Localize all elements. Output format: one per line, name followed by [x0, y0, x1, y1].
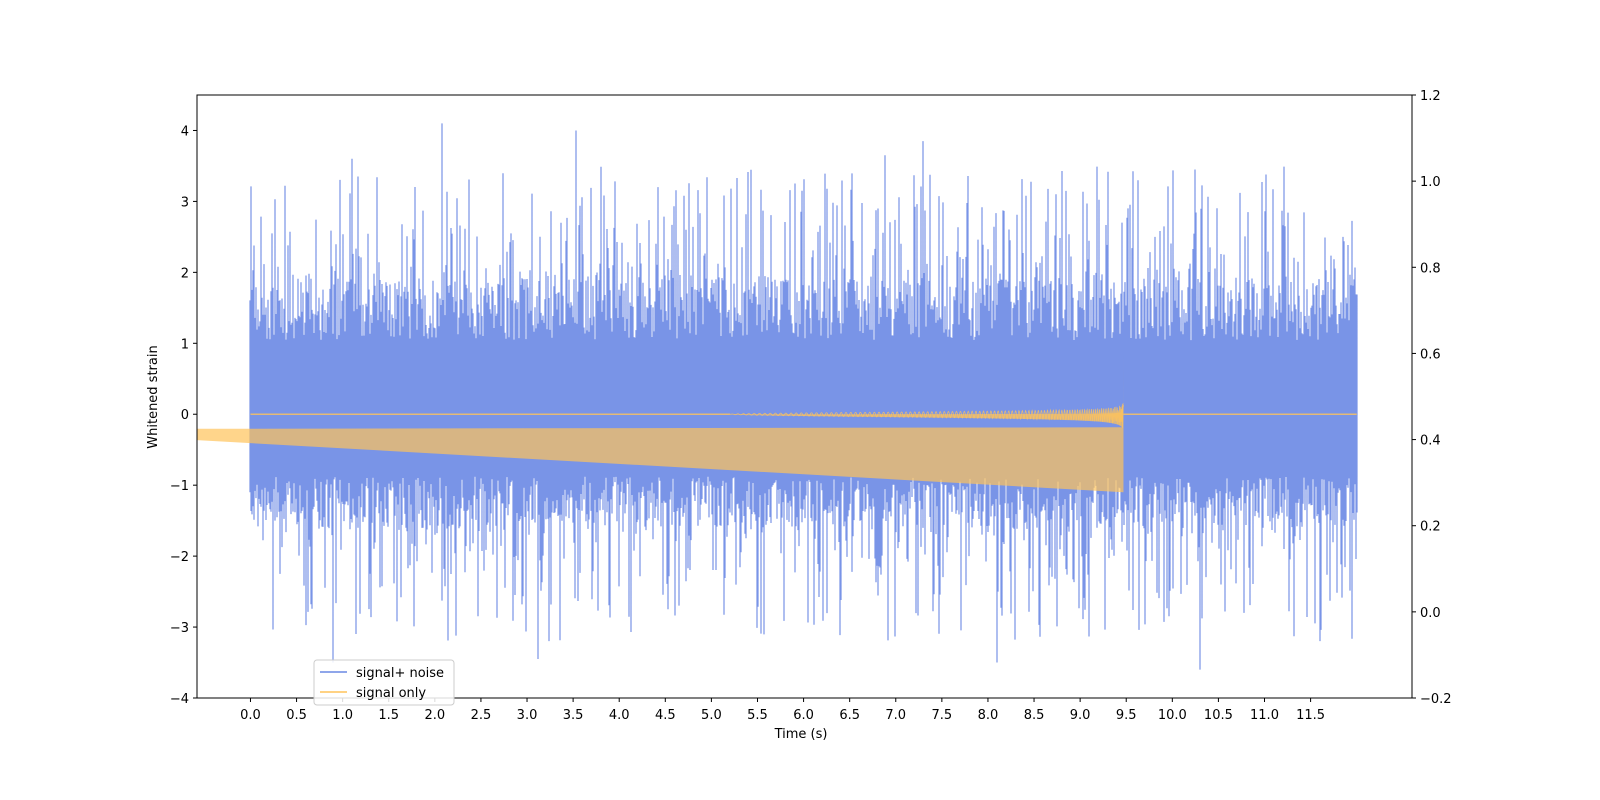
y-tick-label: −4: [170, 692, 189, 707]
x-axis: 0.0 0.5 1.0 1.5 2.0 2.5 3.0 3.5 4.0 4.5 5.0 5.5 6.0 6…: [240, 698, 1325, 723]
x-tick-label: 7.5: [932, 708, 953, 723]
x-tick-label: 9.0: [1070, 708, 1091, 723]
noise-trace: [249, 123, 1358, 670]
plot-frame: [196, 94, 1413, 699]
legend-label-signal-only: signal only: [356, 686, 426, 701]
y2-tick-label: 0.8: [1420, 261, 1441, 276]
y-tick-label: −2: [170, 550, 189, 565]
x-tick-label: 6.5: [839, 708, 860, 723]
x-axis-label: Time (s): [774, 727, 828, 742]
x-tick-label: 1.5: [378, 708, 399, 723]
x-tick-label: 2.5: [471, 708, 492, 723]
x-tick-label: 5.0: [701, 708, 722, 723]
x-tick-label: 9.5: [1116, 708, 1137, 723]
x-tick-label: 11.0: [1250, 708, 1279, 723]
x-tick-label: 6.0: [793, 708, 814, 723]
x-tick-label: 0.5: [286, 708, 307, 723]
legend-box: [313, 659, 455, 706]
signal-chirp: [728, 405, 1124, 428]
x-tick-label: 10.0: [1158, 708, 1187, 723]
x-tick-label: 4.5: [655, 708, 676, 723]
y2-tick-label: 0.6: [1420, 347, 1441, 362]
x-tick-label: 8.5: [1024, 708, 1045, 723]
y-tick-label: 2: [181, 266, 189, 281]
y2-tick-label: 1.0: [1420, 175, 1441, 190]
y-axis-label: Whitened strain: [146, 345, 161, 448]
y-tick-label: −3: [170, 621, 189, 636]
x-tick-label: 4.0: [609, 708, 630, 723]
signal-envelope: [197, 353, 1124, 493]
y-tick-label: 4: [181, 124, 189, 139]
y-axis-right: −0.2 0.0 0.2 0.4 0.6 0.8 1.0 1.2: [1412, 89, 1452, 707]
x-tick-label: 5.5: [747, 708, 768, 723]
y-tick-label: −1: [170, 479, 189, 494]
x-tick-label: 7.0: [885, 708, 906, 723]
x-tick-label: 10.5: [1204, 708, 1233, 723]
x-tick-label: 3.5: [563, 708, 584, 723]
y2-tick-label: −0.2: [1420, 692, 1452, 707]
y2-tick-label: 0.4: [1420, 434, 1441, 449]
legend: signal+ noise signal only: [313, 659, 455, 706]
series-signal-only: [197, 353, 1357, 493]
x-tick-label: 8.0: [978, 708, 999, 723]
x-tick-label: 3.0: [517, 708, 538, 723]
x-tick-label: 2.0: [424, 708, 445, 723]
x-tick-label: 0.0: [240, 708, 261, 723]
y2-tick-label: 0.2: [1420, 520, 1441, 535]
legend-label-signal-noise: signal+ noise: [356, 666, 444, 681]
x-tick-label: 1.0: [332, 708, 353, 723]
y-tick-label: 0: [181, 408, 189, 423]
y-tick-label: 1: [181, 337, 189, 352]
y2-tick-label: 0.0: [1420, 606, 1441, 621]
series-signal-noise: [249, 123, 1358, 670]
x-tick-label: 11.5: [1296, 708, 1325, 723]
y2-tick-label: 1.2: [1420, 89, 1441, 104]
y-axis-left: −4 −3 −2 −1 0 1 2 3 4: [170, 124, 197, 707]
y-tick-label: 3: [181, 195, 189, 210]
